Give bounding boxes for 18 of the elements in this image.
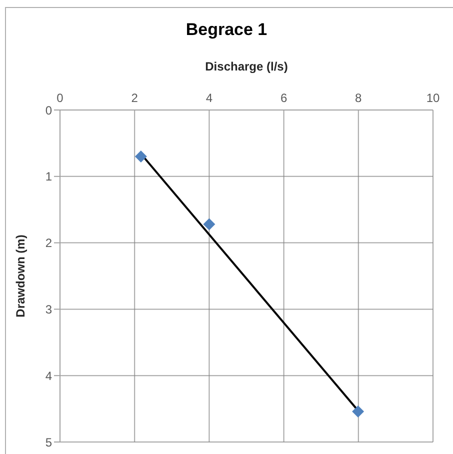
point (134, 150, 147, 162)
chart-title: Begrace 1 (184, 20, 268, 40)
x-tick-label: 6 (280, 91, 288, 105)
x-tick-label: 8 (355, 91, 362, 105)
y-tick-label: 3 (45, 302, 52, 316)
x-tick-label: 4 (206, 91, 213, 105)
y-tick-label: 5 (45, 435, 52, 450)
y-tick-label: 4 (45, 368, 52, 383)
x-axis-title: Discharge (l/s) (205, 60, 288, 74)
x-tick-label: 0 (56, 91, 64, 105)
point (352, 405, 364, 418)
y-axis-title: Drawdown (m) (13, 234, 28, 318)
y-tick-label: 1 (45, 170, 52, 184)
point (203, 218, 216, 230)
x-tick-label: 10 (426, 91, 440, 105)
y-tick-label: 0 (45, 103, 52, 118)
y-tick-label: 2 (45, 236, 52, 250)
x-tick-label: 2 (131, 91, 138, 105)
